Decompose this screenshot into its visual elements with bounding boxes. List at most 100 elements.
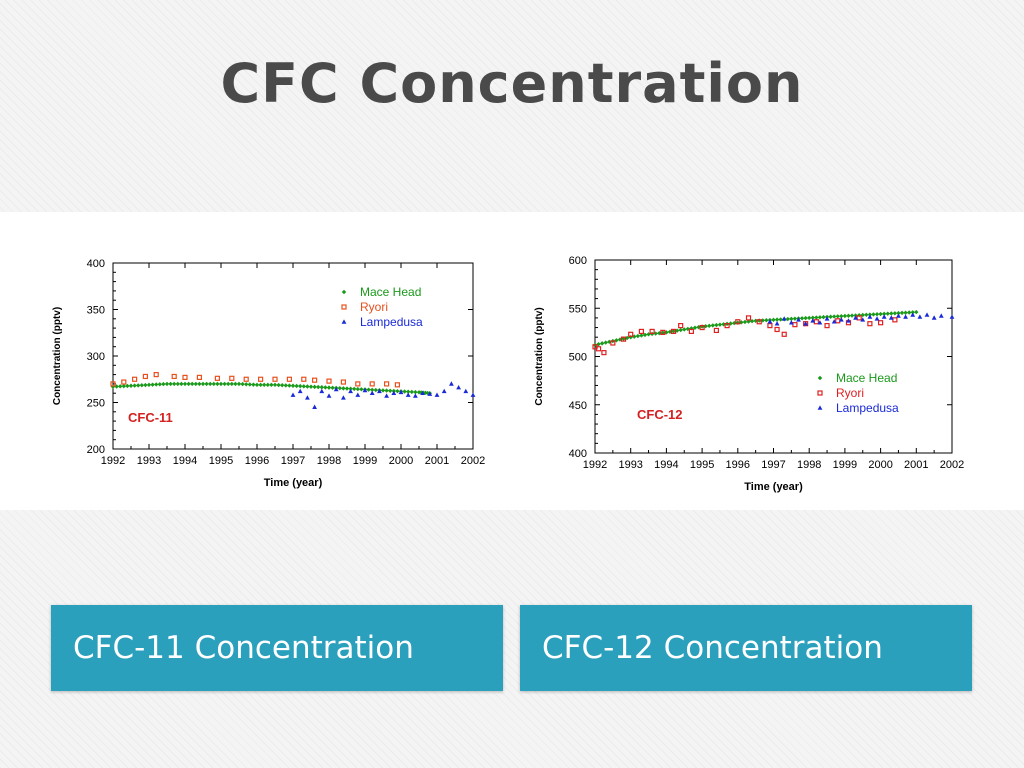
cfc12-lampedusa-point	[881, 314, 887, 319]
cfc12-lampedusa-point	[903, 314, 908, 319]
cfc11-mace-head-point	[395, 388, 400, 394]
cfc12-lampedusa-point	[817, 320, 823, 325]
cfc11-mace-head-point	[244, 382, 249, 387]
cfc12-lampedusa-point	[803, 321, 809, 326]
cfc12-mace-head-point	[639, 333, 644, 338]
cfc12-mace-head-point	[742, 319, 748, 325]
cfc11-mace-head-point	[161, 381, 166, 387]
cfc12-mace-head-point	[685, 326, 691, 332]
cfc11-legend-mace-head-label: Mace Head	[360, 285, 421, 299]
cfc12-lampedusa-point	[910, 312, 916, 317]
cfc11-x-tick-label: 1998	[317, 455, 341, 467]
cfc11-ryori-point	[272, 376, 278, 382]
cfc11-x-tick-label: 2000	[389, 455, 413, 467]
cfc12-ryori-point	[792, 322, 798, 328]
cfc11-mace-head-point	[168, 381, 173, 387]
cfc12-lampedusa-point	[874, 316, 880, 321]
cfc12-lampedusa-point	[938, 313, 944, 318]
cfc11-y-tick-label: 250	[87, 398, 105, 410]
cfc11-mace-head-point	[337, 385, 342, 391]
cfc12-ryori-point	[767, 323, 773, 329]
cfc12-x-axis-label: Time (year)	[744, 481, 803, 493]
cfc12-lampedusa-point	[831, 319, 837, 324]
cfc12-lampedusa-point	[860, 317, 866, 322]
cfc12-ryori-point	[867, 321, 873, 327]
cfc11-mace-head-point	[215, 381, 220, 387]
cfc11-mace-head-point	[110, 384, 116, 389]
cfc12-legend-mace-head-marker	[817, 375, 823, 381]
cfc11-lampedusa-point	[449, 381, 454, 386]
cfc12-y-axis-label: Concentration (pptv)	[534, 307, 545, 405]
cfc11-mace-head-point	[258, 382, 263, 388]
cfc12-ryori-point	[595, 346, 602, 352]
cfc12-caption: CFC-12 Concentration	[520, 605, 972, 691]
cfc12-mace-head-point	[632, 334, 637, 339]
cfc12-y-tick-label: 550	[569, 303, 587, 315]
cfc12-ryori-point	[660, 329, 666, 335]
cfc11-chart: 1992 1993 1994 1995 1996 1997 1998 1999 2000 2001…	[30, 240, 500, 510]
cfc12-lampedusa-point	[788, 320, 794, 325]
cfc11-lampedusa-point	[341, 395, 346, 400]
cfc12-lampedusa-point	[917, 314, 923, 319]
cfc11-mace-head-point	[366, 387, 371, 392]
cfc12-ryori-point	[824, 323, 830, 329]
cfc12-mace-head-point	[892, 311, 898, 316]
cfc12-ryori-point	[856, 315, 862, 321]
cfc11-chart-svg: 1992 1993 1994 1995 1996 1997 1998 1999 2000 2001…	[52, 258, 485, 489]
cfc11-legend-ryori-label: Ryori	[360, 300, 388, 314]
cfc11-mace-head-point	[413, 389, 418, 395]
cfc11-ryori-point	[110, 381, 116, 387]
cfc11-mace-head-point	[190, 381, 195, 387]
cfc11-y-tick-label: 350	[87, 305, 105, 317]
cfc11-lampedusa-point	[391, 390, 397, 395]
cfc11-lampedusa-point	[312, 404, 317, 409]
cfc12-ryori-point	[688, 328, 694, 335]
cfc11-ryori-point	[182, 374, 188, 380]
cfc12-lampedusa-point	[949, 314, 955, 319]
cfc11-mace-head-point	[218, 381, 224, 387]
cfc11-mace-head-point	[344, 386, 350, 391]
cfc12-lampedusa-point	[796, 317, 801, 322]
cfc11-mace-head-point	[154, 382, 159, 387]
cfc11-mace-head-point	[233, 381, 238, 387]
cfc12-ryori-point	[678, 323, 684, 329]
cfc12-ryori-point	[745, 315, 752, 321]
cfc12-ryori-point	[878, 320, 884, 326]
cfc11-mace-head-point	[182, 381, 188, 387]
cfc12-lampedusa-point	[896, 313, 901, 318]
cfc11-mace-head-point	[262, 382, 267, 388]
cfc11-lampedusa-point	[348, 388, 353, 394]
cfc11-lampedusa-point	[333, 386, 339, 392]
cfc12-mace-head-point	[771, 317, 776, 323]
cfc11-mace-head-point	[272, 382, 278, 388]
cfc11-lampedusa-point	[362, 387, 368, 393]
cfc11-lampedusa-point	[355, 392, 361, 397]
cfc11-x-tick-label: 1992	[101, 455, 125, 467]
cfc11-mace-head-point	[146, 382, 152, 388]
cfc12-ryori-point	[774, 326, 780, 333]
cfc11-ryori-point	[243, 376, 249, 382]
cfc12-lampedusa-point	[838, 317, 844, 322]
cfc11-ryori-point	[121, 379, 127, 385]
cfc12-mace-head-point	[828, 314, 833, 319]
cfc12-ryori-point	[649, 328, 655, 335]
cfc11-lampedusa-point	[290, 392, 296, 397]
cfc12-mace-head-point	[821, 314, 826, 320]
cfc12-mace-head-point	[707, 323, 712, 329]
cfc11-ryori-point	[131, 376, 138, 382]
cfc12-legend-lampedusa-marker	[817, 405, 823, 410]
cfc12-mace-head-point	[899, 310, 905, 316]
cfc11-caption: CFC-11 Concentration	[51, 605, 503, 691]
cfc11-y-tick-label: 300	[87, 351, 105, 363]
cfc11-lampedusa-point	[319, 388, 325, 394]
cfc12-x-tick-label: 1994	[654, 459, 678, 471]
cfc11-mace-head-point	[370, 387, 375, 393]
cfc11-mace-head-point	[316, 384, 321, 390]
cfc12-mace-head-point	[860, 312, 865, 318]
cfc12-x-tick-label: 2001	[904, 459, 928, 471]
cfc11-mace-head-point	[402, 389, 407, 394]
cfc12-mace-head-point	[785, 316, 790, 322]
cfc11-mace-head-point	[359, 387, 364, 392]
cfc11-ryori-point	[142, 373, 149, 380]
cfc11-mace-head-point	[172, 381, 177, 387]
